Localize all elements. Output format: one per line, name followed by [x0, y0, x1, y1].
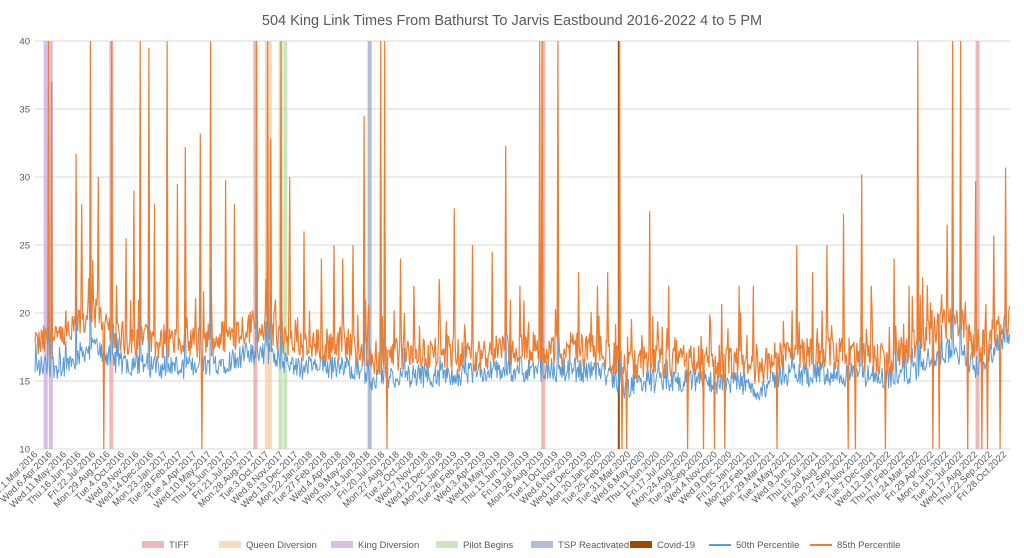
series-line-85th-percentile	[34, 40, 1011, 450]
legend-label: Covid-19	[657, 540, 695, 551]
y-tick-label: 35	[19, 105, 30, 116]
legend-label: Queen Diversion	[246, 540, 317, 551]
y-tick-label: 30	[19, 173, 30, 184]
y-axis: 10 15 20 25 30 35 40	[19, 37, 30, 456]
x-axis: Tue.1.Mar.2016Wed.6.Apr.2016Wed.11.May.2…	[0, 449, 1009, 511]
legend-label: 85th Percentile	[837, 540, 900, 551]
y-tick-label: 40	[19, 37, 30, 48]
event-band	[975, 41, 980, 449]
legend-label: TSP Reactivated	[558, 540, 629, 551]
y-tick-label: 20	[19, 309, 30, 320]
legend: TIFF Queen Diversion King Diversion Pilot B…	[142, 540, 900, 551]
gridlines	[35, 40, 1010, 450]
chart-title: 504 King Link Times From Bathurst To Jar…	[262, 13, 762, 29]
legend-label: Pilot Begins	[463, 540, 513, 551]
legend-swatch	[630, 541, 652, 548]
legend-swatch	[219, 541, 241, 548]
legend-swatch	[531, 541, 553, 548]
legend-swatch	[436, 541, 458, 548]
event-band	[253, 41, 258, 449]
series-line-50th-percentile	[34, 255, 1011, 401]
legend-swatch	[331, 541, 353, 548]
y-tick-label: 15	[19, 377, 30, 388]
event-band	[541, 41, 546, 449]
legend-label: King Diversion	[358, 540, 419, 551]
y-tick-label: 25	[19, 241, 30, 252]
y-tick-label: 10	[19, 445, 30, 456]
legend-label: 50th Percentile	[736, 540, 799, 551]
series-lines	[34, 40, 1011, 450]
legend-swatch	[142, 541, 164, 548]
event-band	[43, 41, 48, 449]
event-band	[367, 41, 372, 449]
event-band	[283, 41, 288, 449]
legend-label: TIFF	[169, 540, 189, 551]
